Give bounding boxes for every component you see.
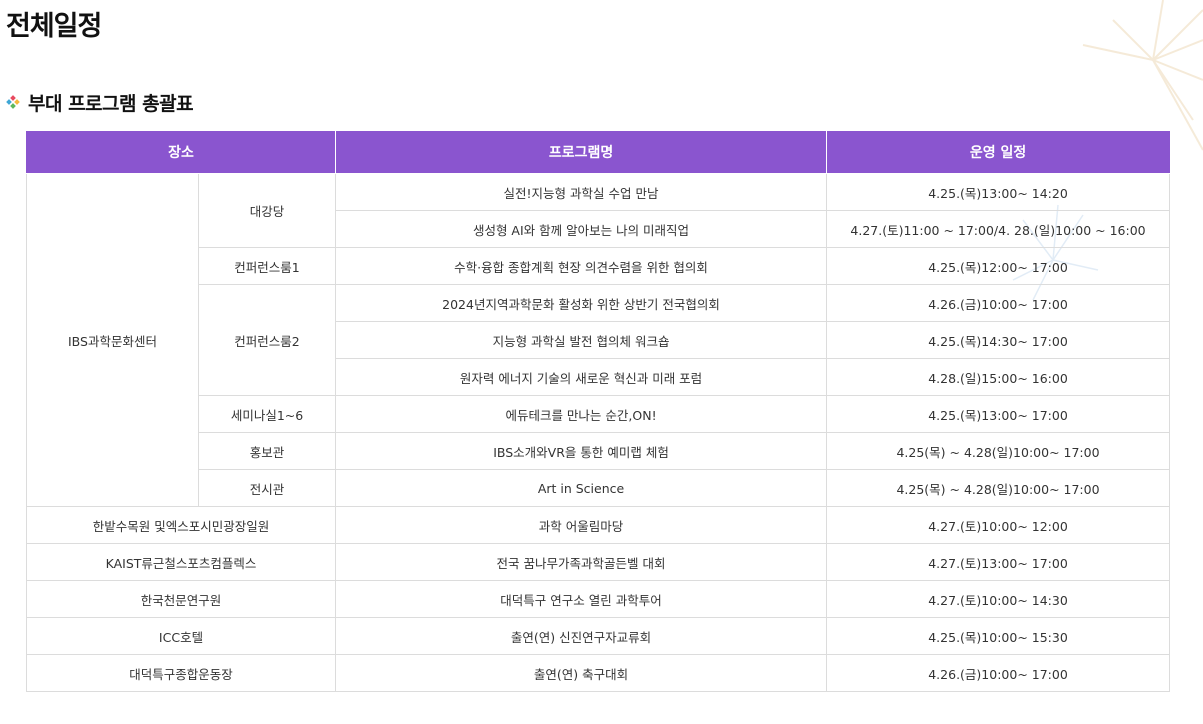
program-cell: 출연(연) 축구대회 [335,654,828,692]
room-cell: 세미나실1~6 [197,395,337,433]
table-row: KAIST류근철스포츠컴플렉스 전국 꿈나무가족과학골든벨 대회 4.27.(토… [25,543,1171,581]
room-cell: 홍보관 [197,432,337,470]
program-schedule-table: 장소 프로그램명 운영 일정 IBS과학문화센터 대강당 실전!지능형 과학실 … [25,131,1171,692]
schedule-cell: 4.25.(목)14:30~ 17:00 [826,321,1171,359]
room-cell: 컨퍼런스룸2 [197,284,337,396]
table-row: ICC호텔 출연(연) 신진연구자교류회 4.25.(목)10:00~ 15:3… [25,617,1171,655]
table-row: 생성형 AI와 함께 알아보는 나의 미래직업 4.27.(토)11:00 ~ … [27,210,1171,248]
schedule-cell: 4.25.(목)10:00~ 15:30 [826,617,1171,655]
program-cell: 실전!지능형 과학실 수업 만남 [335,173,828,211]
schedule-cell: 4.25.(목)13:00~ 17:00 [826,395,1171,433]
venue-cell: 한밭수목원 및엑스포시민광장일원 [25,506,337,544]
table-row: 컨퍼런스룸1 수학·융합 종합계획 현장 의견수렴을 위한 협의회 4.25.(… [27,247,1171,285]
table-header-row: 장소 프로그램명 운영 일정 [25,131,1171,174]
schedule-cell: 4.26.(금)10:00~ 17:00 [826,284,1171,322]
page-title: 전체일정 [6,11,102,42]
table-row: 대덕특구종합운동장 출연(연) 축구대회 4.26.(금)10:00~ 17:0… [25,654,1171,692]
venue-cell: IBS과학문화센터 [26,173,199,507]
program-cell: 출연(연) 신진연구자교류회 [335,617,828,655]
table-row: IBS과학문화센터 대강당 실전!지능형 과학실 수업 만남 4.25.(목)1… [26,173,1171,507]
venue-cell: 대덕특구종합운동장 [25,654,337,692]
program-cell: 과학 어울림마당 [335,506,828,544]
program-cell: Art in Science [335,469,828,507]
program-cell: 원자력 에너지 기술의 새로운 혁신과 미래 포럼 [335,358,828,396]
room-cell: 전시관 [197,469,337,507]
program-cell: 2024년지역과학문화 활성화 위한 상반기 전국협의회 [335,284,828,322]
schedule-cell: 4.25(목) ~ 4.28(일)10:00~ 17:00 [826,469,1171,507]
schedule-cell: 4.25.(목)12:00~ 17:00 [826,247,1171,285]
schedule-cell: 4.26.(금)10:00~ 17:00 [826,654,1171,692]
venue-cell: 한국천문연구원 [25,580,337,618]
table-row: 홍보관 IBS소개와VR을 통한 예미랩 체험 4.25(목) ~ 4.28(일… [27,432,1171,470]
venue-cell: KAIST류근철스포츠컴플렉스 [25,543,337,581]
program-cell: 수학·융합 종합계획 현장 의견수렴을 위한 협의회 [335,247,828,285]
program-cell: 지능형 과학실 발전 협의체 워크숍 [335,321,828,359]
schedule-cell: 4.27.(토)10:00~ 14:30 [826,580,1171,618]
program-cell: 전국 꿈나무가족과학골든벨 대회 [335,543,828,581]
program-cell: IBS소개와VR을 통한 예미랩 체험 [335,432,828,470]
table-row: 한밭수목원 및엑스포시민광장일원 과학 어울림마당 4.27.(토)10:00~… [25,506,1171,544]
header-venue: 장소 [25,131,337,174]
room-cell: 대강당 [197,173,337,248]
table-row: 한국천문연구원 대덕특구 연구소 열린 과학투어 4.27.(토)10:00~ … [25,580,1171,618]
program-cell: 에듀테크를 만나는 순간,ON! [335,395,828,433]
table-row: 전시관 Art in Science 4.25(목) ~ 4.28(일)10:0… [27,469,1171,507]
table-row: 지능형 과학실 발전 협의체 워크숍 4.25.(목)14:30~ 17:00 [27,321,1171,359]
section-title: 부대 프로그램 총괄표 [28,92,194,115]
table-row: 컨퍼런스룸2 2024년지역과학문화 활성화 위한 상반기 전국협의회 4.26… [27,284,1171,396]
diamond-bullet-icon [6,95,20,109]
room-cell: 컨퍼런스룸1 [197,247,337,285]
venue-cell: ICC호텔 [25,617,337,655]
program-cell: 생성형 AI와 함께 알아보는 나의 미래직업 [335,210,828,248]
schedule-cell: 4.25(목) ~ 4.28(일)10:00~ 17:00 [826,432,1171,470]
header-program: 프로그램명 [335,131,828,174]
schedule-cell: 4.28.(일)15:00~ 16:00 [826,358,1171,396]
schedule-cell: 4.27.(토)11:00 ~ 17:00/4. 28.(일)10:00 ~ 1… [826,210,1171,248]
program-cell: 대덕특구 연구소 열린 과학투어 [335,580,828,618]
schedule-cell: 4.25.(목)13:00~ 14:20 [826,173,1171,211]
schedule-cell: 4.27.(토)13:00~ 17:00 [826,543,1171,581]
table-row: 세미나실1~6 에듀테크를 만나는 순간,ON! 4.25.(목)13:00~ … [27,395,1171,433]
section-heading: 부대 프로그램 총괄표 [6,89,194,115]
schedule-cell: 4.27.(토)10:00~ 12:00 [826,506,1171,544]
header-schedule: 운영 일정 [826,131,1171,174]
